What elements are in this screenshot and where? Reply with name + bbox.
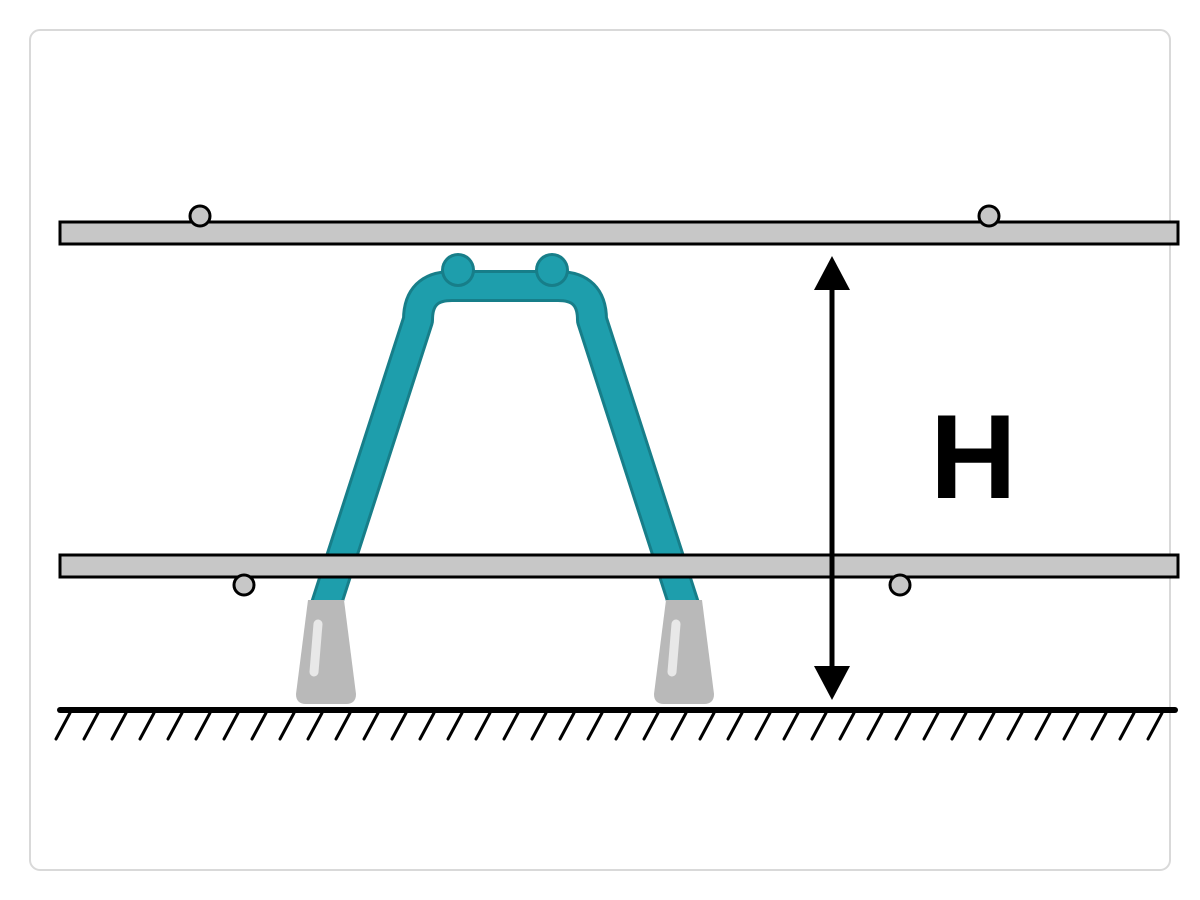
lower-rebar-bar-front (60, 555, 1178, 577)
dimension-label: H (930, 390, 1017, 524)
chair-knob-0 (444, 256, 472, 284)
top-rebar-dot-1 (979, 206, 999, 226)
lower-rebar-dot-1 (890, 575, 910, 595)
lower-rebar-dot-0 (234, 575, 254, 595)
top-rebar-bar (60, 222, 1178, 244)
diagram-canvas: H (0, 0, 1200, 900)
top-rebar-dot-0 (190, 206, 210, 226)
chair-foot-right-highlight (672, 624, 676, 672)
chair-knob-1 (538, 256, 566, 284)
chair-foot-left-highlight (314, 624, 318, 672)
